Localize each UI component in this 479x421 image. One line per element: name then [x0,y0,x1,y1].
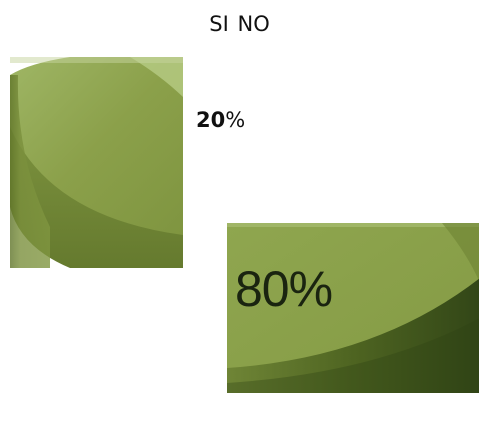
legend-entry-si: SI [209,12,229,36]
pie-slice-si [10,57,183,268]
legend: SI NO [0,12,479,36]
pie-slice-no [227,223,479,393]
slice-label-si: 20% [196,108,245,132]
slice-label-si-number: 20 [196,108,226,132]
slice-label-si-unit: % [225,108,246,132]
slice-label-no: 80% [235,261,333,317]
legend-entry-no: NO [237,12,270,36]
pie-slice-no-graphic [227,223,479,393]
pie-slice-si-graphic [10,57,183,268]
